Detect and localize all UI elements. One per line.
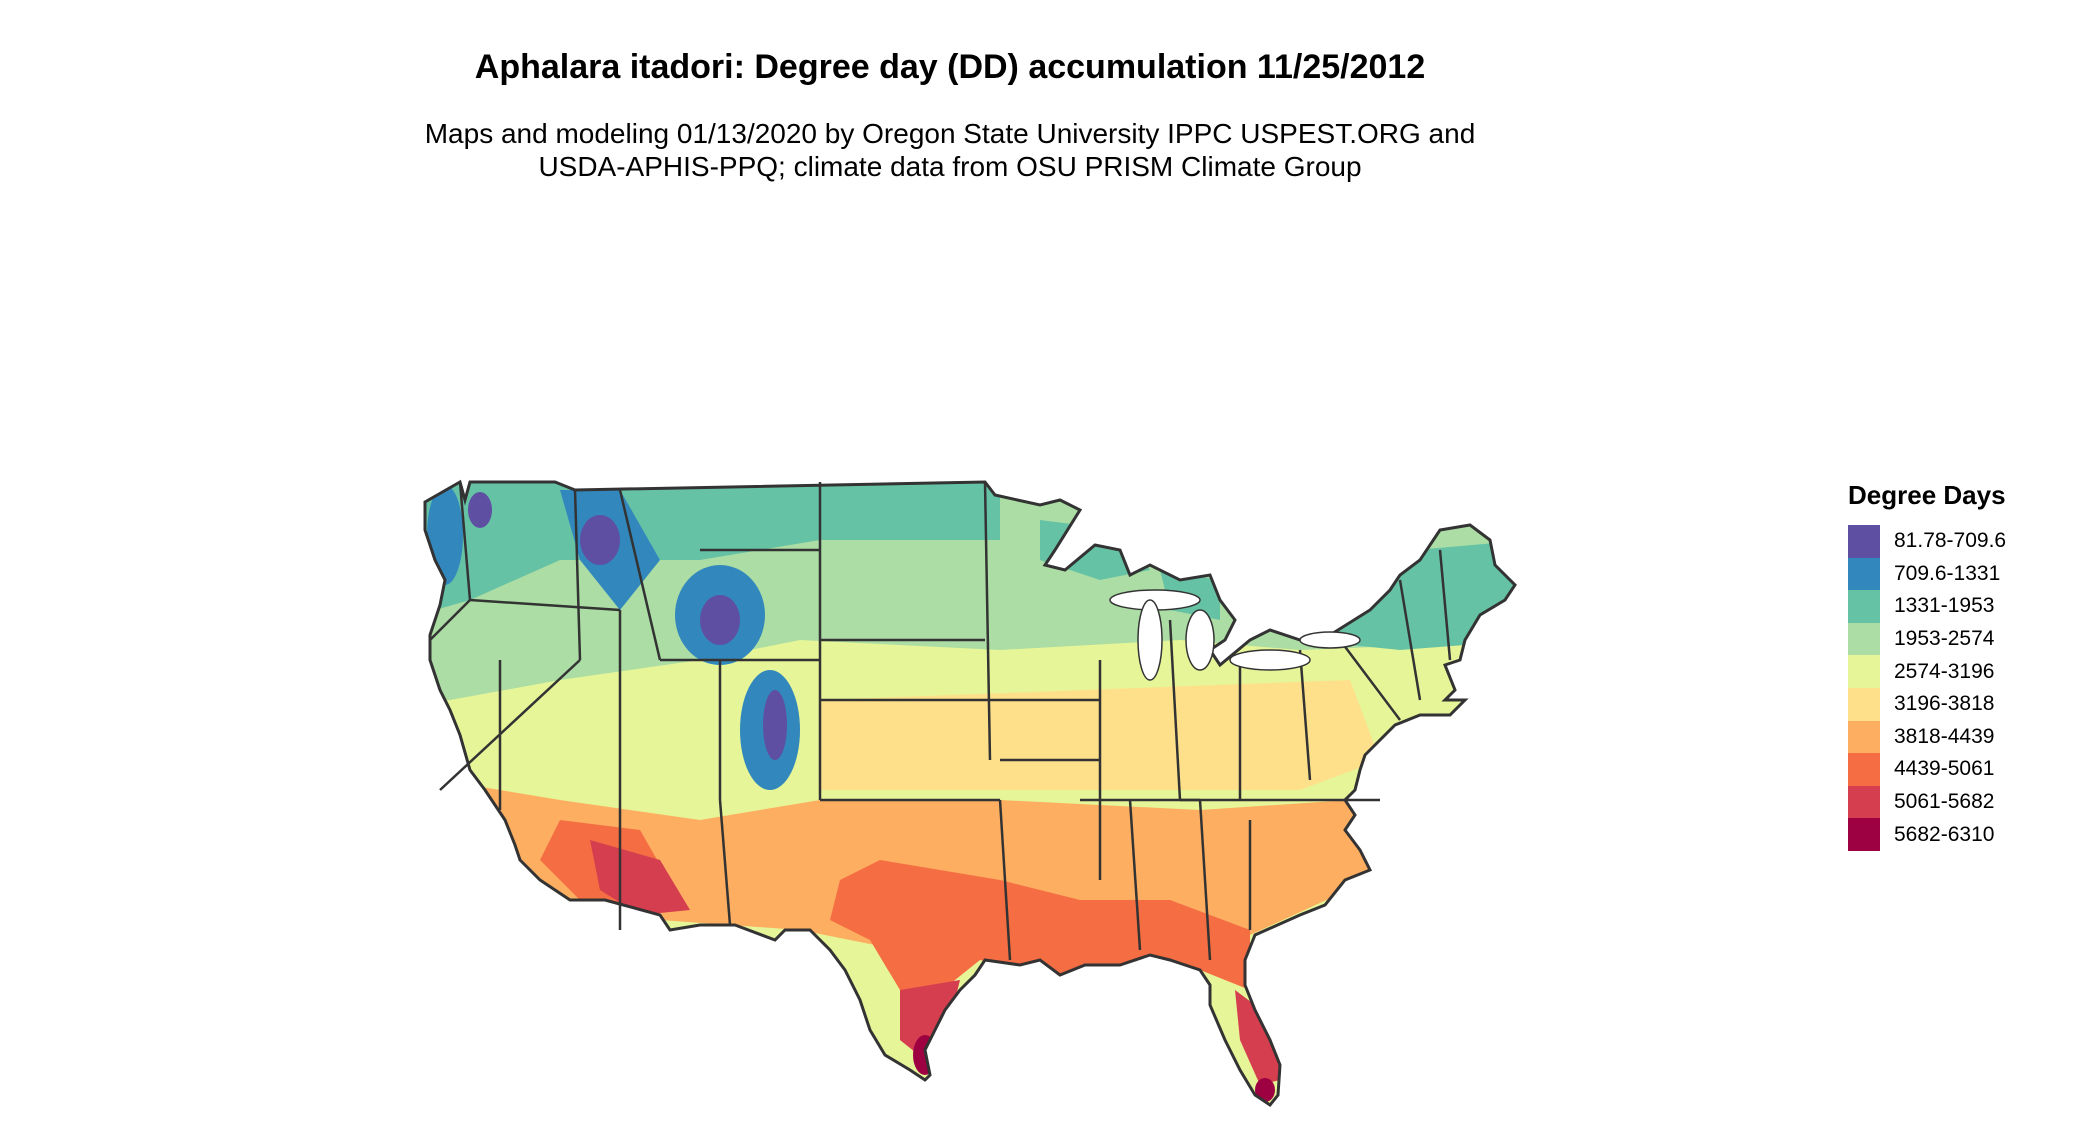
legend-label: 3818-4439 (1894, 724, 1995, 748)
state-border (1128, 799, 1142, 951)
map-title: Aphalara itadori: Degree day (DD) accumu… (474, 48, 1426, 86)
zone-south-florida (1235, 990, 1280, 1085)
legend-label: 2574-3196 (1894, 659, 1995, 683)
legend-swatch (1848, 785, 1880, 819)
legend-item: 1331-1953 (1848, 590, 2006, 623)
state-border (1398, 579, 1422, 701)
legend-swatch (1848, 622, 1880, 656)
legend-label: 3196-3818 (1894, 692, 1995, 716)
legend-label: 81.78-709.6 (1894, 529, 2007, 553)
state-border (718, 799, 732, 926)
legend-item: 2574-3196 (1848, 655, 2006, 688)
zone-north-dakota (820, 482, 1000, 540)
legend-label: 1953-2574 (1894, 627, 1995, 651)
zone-colorado-peaks (763, 690, 787, 760)
map-subtitle: Maps and modeling 01/13/2020 by Oregon S… (0, 117, 1900, 183)
great-lake (1185, 609, 1215, 671)
state-border (1438, 549, 1452, 661)
legend-item: 81.78-709.6 (1848, 525, 2006, 558)
legend-label: 4439-5061 (1894, 757, 1995, 781)
legend-item: 3818-4439 (1848, 720, 2006, 754)
zone-wyoming-peaks (700, 595, 740, 645)
legend-swatch (1848, 687, 1880, 721)
subtitle-line-2: USDA-APHIS-PPQ; climate data from OSU PR… (538, 151, 1362, 182)
zone-cascades (427, 485, 463, 585)
state-border (1339, 639, 1401, 721)
great-lake (1229, 649, 1311, 671)
state-border (1168, 619, 1182, 801)
great-lake (1299, 631, 1361, 649)
legend-title: Degree Days (1848, 480, 2006, 510)
state-border (998, 799, 1012, 961)
legend-label: 5061-5682 (1894, 790, 1995, 814)
state-border (469, 598, 621, 612)
zone-idaho-peaks (580, 515, 620, 565)
legend-item: 5061-5682 (1848, 785, 2006, 819)
legend-item: 4439-5061 (1848, 753, 2006, 786)
subtitle-line-1: Maps and modeling 01/13/2020 by Oregon S… (424, 118, 1476, 149)
legend-item: 709.6-1331 (1848, 557, 2006, 591)
legend-swatch (1848, 655, 1880, 688)
legend-swatch (1848, 720, 1880, 754)
legend-item: 5682-6310 (1848, 818, 2006, 851)
state-border (1298, 649, 1312, 781)
state-border (439, 659, 581, 791)
legend-swatch (1848, 818, 1880, 851)
legend-items: 81.78-709.6 709.6-1331 1331-1953 1953-25… (1848, 525, 2006, 851)
legend-item: 1953-2574 (1848, 622, 2006, 656)
state-border (1198, 799, 1212, 961)
legend-label: 5682-6310 (1894, 822, 1995, 846)
state-border (573, 489, 582, 661)
legend-label: 709.6-1331 (1894, 561, 2001, 585)
zone-lower-colorado (590, 840, 690, 915)
us-outline (423, 479, 1517, 1108)
legend-swatch (1848, 525, 1880, 558)
zone-florida-keys (1255, 1078, 1275, 1102)
legend-swatch (1848, 753, 1880, 786)
legend: Degree Days 81.78-709.6 709.6-1331 1331-… (1848, 480, 2006, 851)
state-border (983, 481, 992, 761)
legend-item: 3196-3818 (1848, 687, 2006, 721)
legend-swatch (1848, 557, 1880, 591)
zone-olympics (468, 492, 492, 528)
great-lake (1137, 599, 1163, 681)
legend-swatch (1848, 590, 1880, 623)
legend-label: 1331-1953 (1894, 594, 1995, 618)
state-border (618, 489, 662, 661)
